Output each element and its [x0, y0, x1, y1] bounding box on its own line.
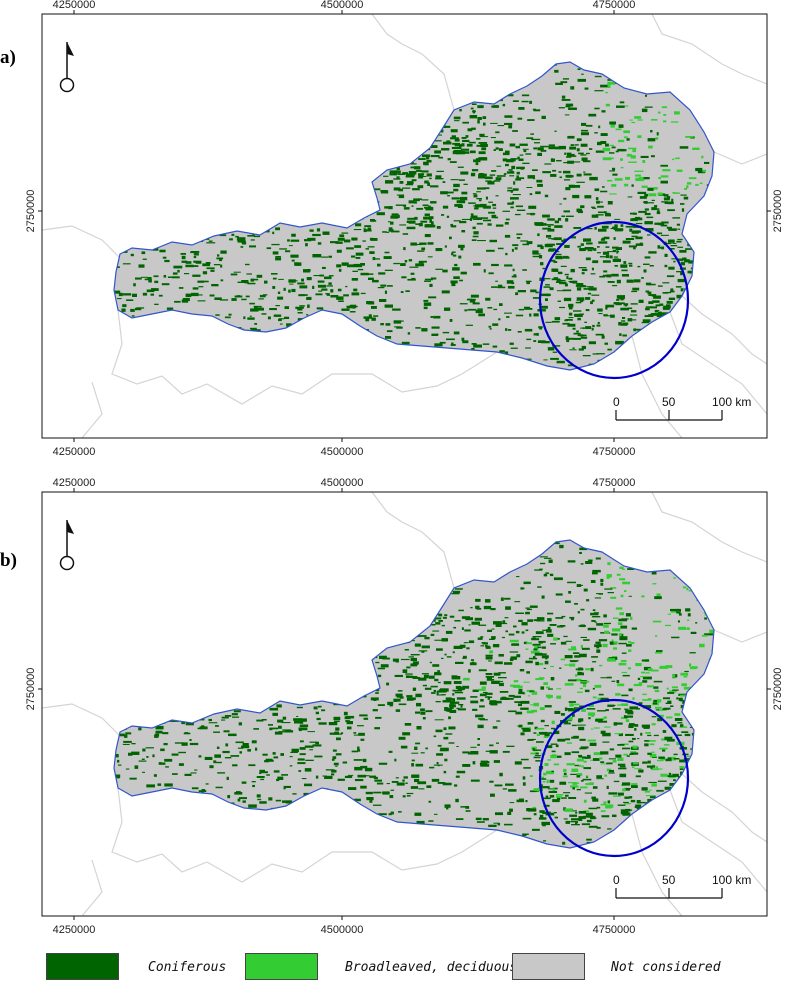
scale-label: 100 km	[712, 873, 751, 887]
neighbour-border	[669, 311, 767, 415]
map-frame-border	[41, 491, 768, 917]
country-area	[114, 540, 714, 848]
neighbour-border	[651, 492, 767, 563]
x-tick-label-bottom: 4500000	[321, 446, 364, 458]
neighbour-border	[681, 295, 767, 365]
neighbour-border	[713, 151, 767, 165]
x-tick-label-top: 4250000	[53, 478, 96, 489]
neighbour-border	[111, 309, 498, 405]
x-tick-label-bottom: 4750000	[593, 446, 636, 458]
country-border	[113, 539, 715, 849]
scale-bar: 0 50 100 km	[613, 395, 751, 421]
legend-swatch-broadleaved	[245, 953, 318, 980]
scale-bar: 0 50 100 km	[613, 873, 751, 899]
legend-label-broadleaved: Broadleaved, deciduous	[345, 960, 518, 975]
neighbour-border	[111, 787, 498, 883]
neighbour-border	[669, 789, 767, 893]
neighbour-border	[42, 225, 121, 259]
x-tick-label-top: 4500000	[321, 0, 364, 11]
neighbour-border	[81, 381, 103, 438]
legend-swatch-not-considered	[512, 953, 585, 980]
country-border	[113, 61, 715, 371]
neighbour-border	[651, 14, 767, 85]
neighbour-border	[631, 813, 683, 916]
neighbour-border	[713, 629, 767, 643]
highlight-circle	[538, 220, 690, 380]
highlight-circle	[538, 698, 690, 858]
neighbour-border	[81, 859, 103, 916]
scale-label: 50	[662, 395, 676, 409]
north-arrow-icon	[59, 520, 75, 571]
neighbour-border	[681, 773, 767, 843]
x-tick-label-bottom: 4500000	[321, 924, 364, 936]
x-tick-label-top: 4750000	[593, 0, 636, 11]
map-panel-b: b) 0 50 100 km 4250000 4250000 4500000 4500000…	[0, 478, 789, 948]
country-area	[114, 62, 714, 370]
neighbour-border	[631, 335, 683, 438]
x-tick-label-top: 4750000	[593, 478, 636, 489]
x-tick-label-bottom: 4250000	[53, 446, 96, 458]
scale-label: 100 km	[712, 395, 751, 409]
panel-label-b: b)	[0, 550, 17, 571]
neighbour-border	[371, 492, 455, 589]
neighbour-border	[371, 14, 455, 111]
y-tick-label-left: 2750000	[25, 668, 37, 711]
map-frame-border	[41, 13, 768, 439]
x-tick-label-bottom: 4250000	[53, 924, 96, 936]
map-frame-b: 0 50 100 km 4250000 4250000 4500000 4500000 475…	[25, 478, 784, 936]
x-tick-label-top: 4250000	[53, 0, 96, 11]
north-arrow-icon	[59, 42, 75, 93]
scale-label: 0	[613, 873, 620, 887]
panel-label-a: a)	[0, 47, 16, 68]
legend-label-coniferous: Coniferous	[148, 960, 227, 975]
scale-label: 0	[613, 395, 620, 409]
neighbour-border	[42, 703, 121, 737]
scale-label: 50	[662, 873, 676, 887]
x-tick-label-top: 4500000	[321, 478, 364, 489]
y-tick-label-left: 2750000	[25, 190, 37, 233]
map-frame-a: 0 50 100 km 4250000 4250000 4500000 4500000 475…	[25, 0, 784, 458]
y-tick-label-right: 2750000	[772, 190, 784, 233]
y-tick-label-right: 2750000	[772, 668, 784, 711]
map-panel-a: a) 0 50 100 km 4250000 4250000 4500000 4500000…	[0, 0, 789, 470]
legend-label-not-considered: Not considered	[611, 960, 721, 975]
x-tick-label-bottom: 4750000	[593, 924, 636, 936]
legend-swatch-coniferous	[46, 953, 119, 980]
